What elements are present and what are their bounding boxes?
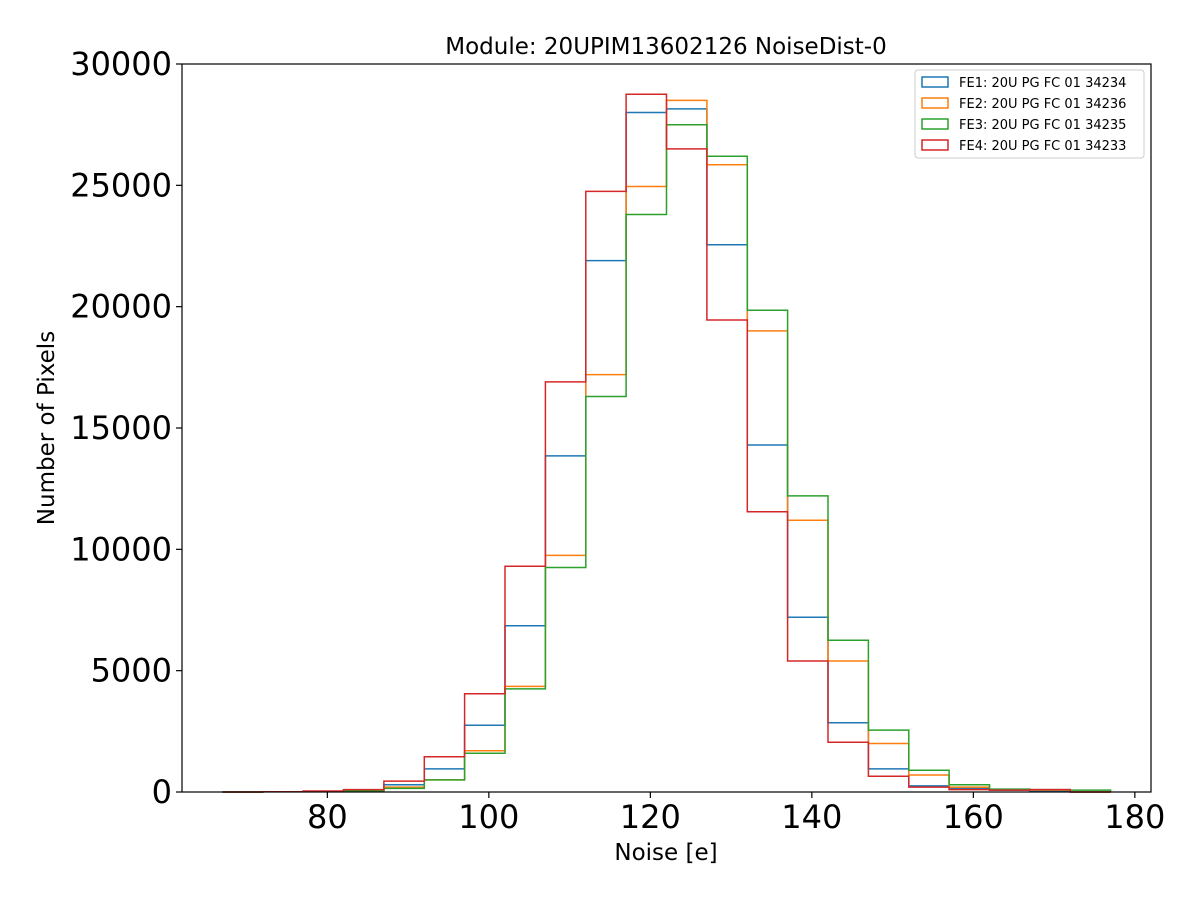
y-tick-label: 30000 xyxy=(70,45,172,83)
plot-area xyxy=(222,93,1112,793)
y-axis-label: Number of Pixels xyxy=(34,331,60,525)
legend-swatch-fe4 xyxy=(921,139,949,151)
legend-swatch-fe2 xyxy=(921,97,949,109)
x-tick-label: 120 xyxy=(620,798,681,836)
legend-swatch-fe1 xyxy=(921,76,949,88)
legend-label-fe4: FE4: 20U PG FC 01 34233 xyxy=(959,139,1126,154)
y-tick-label: 20000 xyxy=(70,288,172,326)
x-tick-label: 180 xyxy=(1104,798,1165,836)
legend-swatch-fe3 xyxy=(921,118,949,130)
x-tick-label: 100 xyxy=(458,798,519,836)
y-tick-label: 25000 xyxy=(70,166,172,204)
y-axis-ticks: 0 5000 10000 15000 20000 25000 30000 xyxy=(70,45,182,811)
y-tick-label: 5000 xyxy=(91,652,172,690)
x-tick-label: 80 xyxy=(307,798,348,836)
legend: FE1: 20U PG FC 01 34234 FE2: 20U PG FC 01… xyxy=(914,69,1145,159)
y-tick-label: 0 xyxy=(152,773,172,811)
legend-label-fe2: FE2: 20U PG FC 01 34236 xyxy=(959,97,1126,112)
y-tick-label: 15000 xyxy=(70,409,172,447)
x-tick-label: 140 xyxy=(781,798,842,836)
x-axis-ticks: 80 100 120 140 160 180 xyxy=(307,792,1165,836)
x-tick-label: 160 xyxy=(943,798,1004,836)
legend-box xyxy=(914,69,1145,159)
chart-title: Module: 20UPIM13602126 NoiseDist-0 xyxy=(445,34,887,60)
legend-label-fe3: FE3: 20U PG FC 01 34235 xyxy=(959,118,1126,133)
y-tick-label: 10000 xyxy=(70,530,172,568)
series-fe4-step-line xyxy=(222,93,1111,793)
x-axis-label: Noise [e] xyxy=(614,840,717,866)
legend-label-fe1: FE1: 20U PG FC 01 34234 xyxy=(959,76,1126,91)
